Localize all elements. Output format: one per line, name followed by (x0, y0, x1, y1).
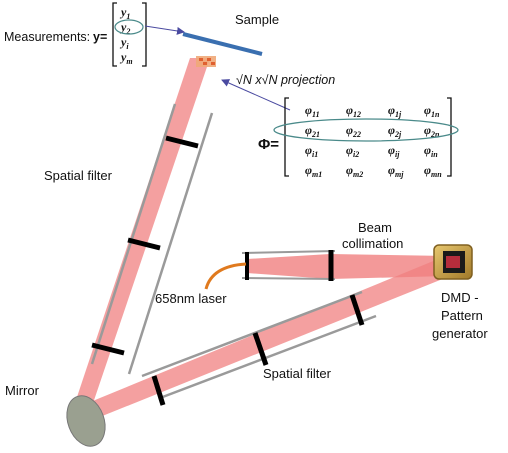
phi-entry: φmn (424, 163, 442, 179)
projection-label: √N x√N projection (236, 73, 335, 87)
lower-spatial-filter (141, 290, 377, 406)
phi-entry: φ1j (388, 103, 402, 119)
collimation-label: collimation (342, 236, 403, 251)
sample-plate (182, 32, 263, 56)
lens-upper-2 (127, 237, 161, 251)
laser-fiber (204, 262, 247, 290)
lens-lower-3 (349, 294, 365, 326)
phi-row2-highlight (273, 118, 459, 142)
phi-entry: φ1n (424, 103, 440, 119)
phi-entry: φ21 (305, 123, 320, 139)
beam-mirror-to-sample (72, 58, 210, 418)
lens-lower-2 (252, 332, 269, 366)
measurements-label: Measurements: (4, 30, 90, 44)
phi-entry: φij (388, 143, 400, 159)
lens-upper-3 (91, 342, 125, 356)
lens-lower-1 (151, 375, 166, 406)
beam-dmd-to-mirror (78, 257, 455, 423)
y-equals-label: y= (93, 30, 107, 44)
y-entry: y2 (119, 20, 130, 36)
phi-entry: φ11 (305, 103, 320, 119)
phi-entry: φi2 (346, 143, 359, 159)
y-entry: y1 (119, 5, 130, 21)
y-vector: y1 y2 yi ym (119, 5, 133, 66)
beam-laser-to-dmd (247, 254, 448, 279)
phi-entry: φm1 (305, 163, 322, 179)
phi-matrix: φ11 φ12 φ1j φ1n φ21 φ22 φ2j φ2n φi1 φi2 φij φin φm1 φ… (305, 103, 442, 179)
projection-pattern (196, 56, 216, 67)
upper-spatial-filter (90, 103, 214, 375)
y2-highlight (114, 19, 144, 35)
phi-entry: φ2n (424, 123, 440, 139)
phi-entry: φ22 (346, 123, 361, 139)
spatial-filter-lower-label: Spatial filter (263, 366, 332, 381)
projection-arrow (221, 79, 291, 111)
sample-label: Sample (235, 12, 279, 27)
dmd-label-line3: generator (432, 326, 488, 341)
phi-entry: φ12 (346, 103, 361, 119)
y-entry: ym (119, 50, 133, 66)
spatial-filter-upper-label: Spatial filter (44, 168, 113, 183)
phi-matrix-brackets (284, 97, 452, 177)
phi-equals-label: Φ= (258, 136, 279, 153)
dmd-device (433, 244, 473, 280)
phi-entry: φ2j (388, 123, 402, 139)
phi-entry: φi1 (305, 143, 318, 159)
beam-label: Beam (358, 220, 392, 235)
y-entry: yi (119, 35, 129, 51)
dmd-label-line1: DMD - (441, 290, 479, 305)
phi-entry: φin (424, 143, 438, 159)
beam-collimation (241, 250, 336, 281)
y-vector-brackets (112, 2, 147, 67)
mirror-label: Mirror (5, 383, 40, 398)
phi-entry: φmj (388, 163, 404, 179)
measurement-arrow (144, 25, 185, 35)
mirror (66, 395, 106, 447)
phi-entry: φm2 (346, 163, 363, 179)
lens-upper-1 (165, 135, 199, 149)
laser-label: 658nm laser (155, 291, 227, 306)
dmd-label-line2: Pattern (441, 308, 483, 323)
